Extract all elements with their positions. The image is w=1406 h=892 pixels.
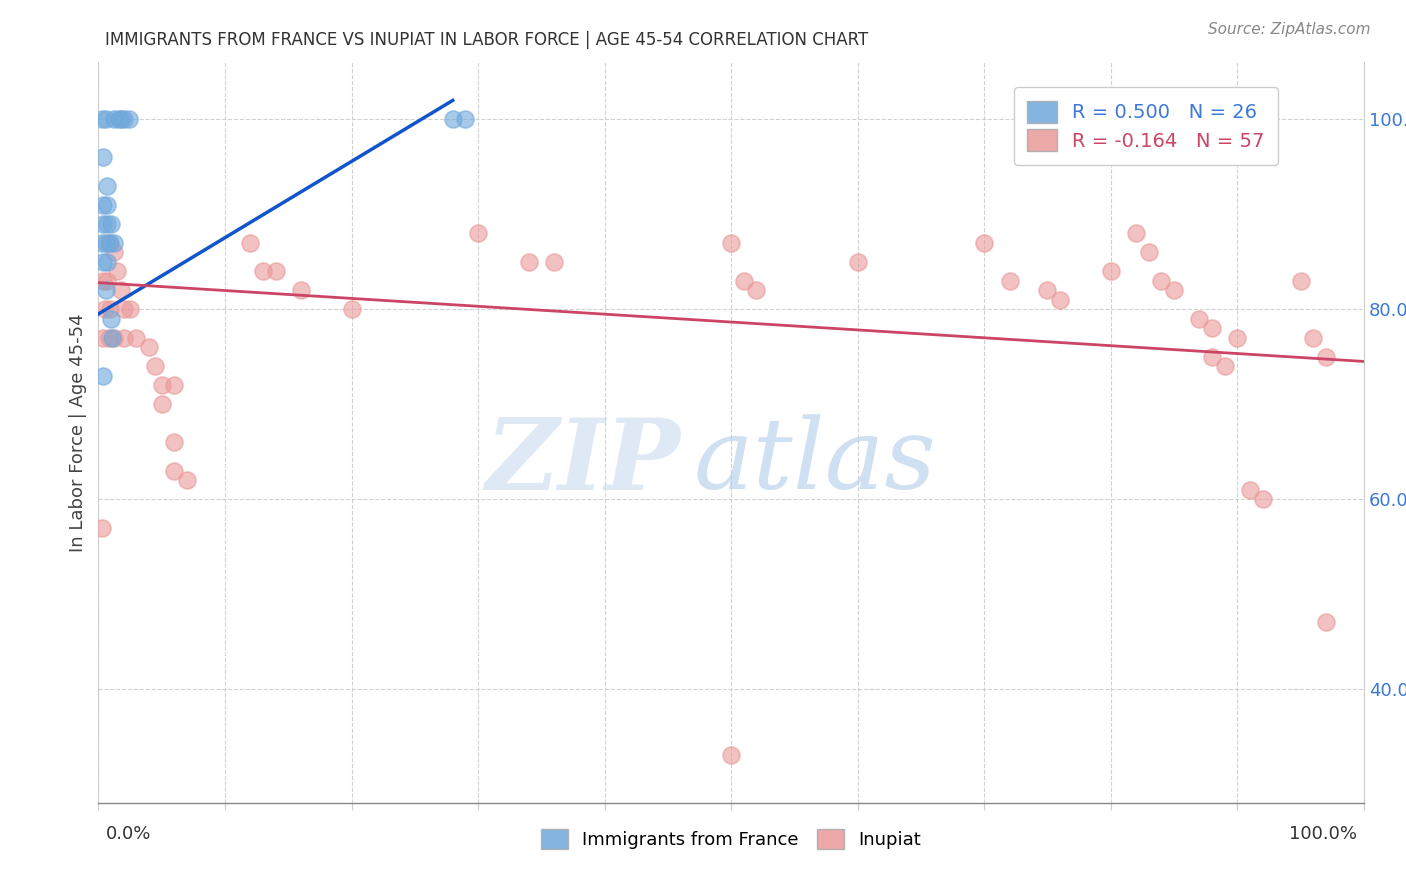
Point	[1315, 615, 1337, 630]
Point	[100, 217, 122, 231]
Legend: Immigrants from France, Inupiat: Immigrants from France, Inupiat	[534, 822, 928, 856]
Point	[112, 302, 135, 317]
Point	[93, 217, 115, 231]
Point	[145, 359, 166, 374]
Point	[98, 235, 121, 250]
Point	[1201, 350, 1223, 364]
Point	[103, 235, 125, 250]
Point	[93, 254, 115, 268]
Text: atlas: atlas	[693, 415, 936, 510]
Point	[1049, 293, 1071, 307]
Point	[1163, 283, 1185, 297]
Point	[93, 150, 115, 164]
Point	[720, 235, 742, 250]
Point	[1226, 331, 1249, 345]
Point	[91, 112, 114, 127]
Point	[1137, 245, 1160, 260]
Point	[94, 235, 117, 250]
Point	[97, 331, 120, 345]
Point	[290, 283, 312, 297]
Point	[1239, 483, 1261, 497]
Point	[252, 264, 274, 278]
Text: IMMIGRANTS FROM FRANCE VS INUPIAT IN LABOR FORCE | AGE 45-54 CORRELATION CHART: IMMIGRANTS FROM FRANCE VS INUPIAT IN LAB…	[105, 31, 869, 49]
Point	[163, 435, 186, 450]
Point	[91, 235, 114, 250]
Point	[846, 254, 869, 268]
Point	[94, 112, 117, 127]
Text: ZIP: ZIP	[485, 414, 681, 510]
Point	[733, 274, 755, 288]
Text: 0.0%: 0.0%	[105, 825, 150, 843]
Point	[340, 302, 363, 317]
Y-axis label: In Labor Force | Age 45-54: In Labor Force | Age 45-54	[69, 313, 87, 552]
Point	[100, 311, 122, 326]
Point	[103, 331, 125, 345]
Point	[150, 397, 173, 411]
Point	[163, 378, 186, 392]
Point	[110, 283, 132, 297]
Point	[441, 112, 464, 127]
Point	[103, 245, 125, 260]
Point	[150, 378, 173, 392]
Text: 100.0%: 100.0%	[1289, 825, 1357, 843]
Point	[97, 235, 120, 250]
Point	[96, 217, 118, 231]
Point	[454, 112, 477, 127]
Point	[1125, 227, 1147, 241]
Point	[264, 264, 287, 278]
Point	[1036, 283, 1059, 297]
Point	[1213, 359, 1236, 374]
Point	[96, 254, 118, 268]
Point	[96, 178, 118, 193]
Point	[1302, 331, 1324, 345]
Point	[96, 198, 118, 212]
Point	[93, 274, 115, 288]
Point	[107, 264, 129, 278]
Point	[93, 331, 115, 345]
Point	[93, 198, 115, 212]
Text: Source: ZipAtlas.com: Source: ZipAtlas.com	[1208, 22, 1371, 37]
Point	[745, 283, 768, 297]
Point	[543, 254, 565, 268]
Point	[120, 302, 141, 317]
Point	[720, 748, 742, 763]
Point	[107, 112, 129, 127]
Point	[98, 302, 121, 317]
Point	[101, 331, 124, 345]
Point	[93, 368, 115, 383]
Point	[517, 254, 540, 268]
Point	[1289, 274, 1312, 288]
Point	[94, 283, 117, 297]
Point	[1315, 350, 1337, 364]
Point	[112, 331, 135, 345]
Point	[163, 464, 186, 478]
Point	[1150, 274, 1173, 288]
Point	[1251, 491, 1274, 506]
Point	[1201, 321, 1223, 335]
Point	[91, 520, 114, 534]
Point	[239, 235, 262, 250]
Point	[125, 331, 148, 345]
Point	[973, 235, 995, 250]
Point	[112, 112, 135, 127]
Point	[1099, 264, 1122, 278]
Point	[1188, 311, 1211, 326]
Point	[93, 302, 117, 317]
Point	[998, 274, 1021, 288]
Point	[96, 274, 118, 288]
Point	[138, 340, 160, 354]
Point	[103, 112, 125, 127]
Point	[118, 112, 141, 127]
Point	[467, 227, 489, 241]
Point	[176, 473, 198, 487]
Point	[110, 112, 132, 127]
